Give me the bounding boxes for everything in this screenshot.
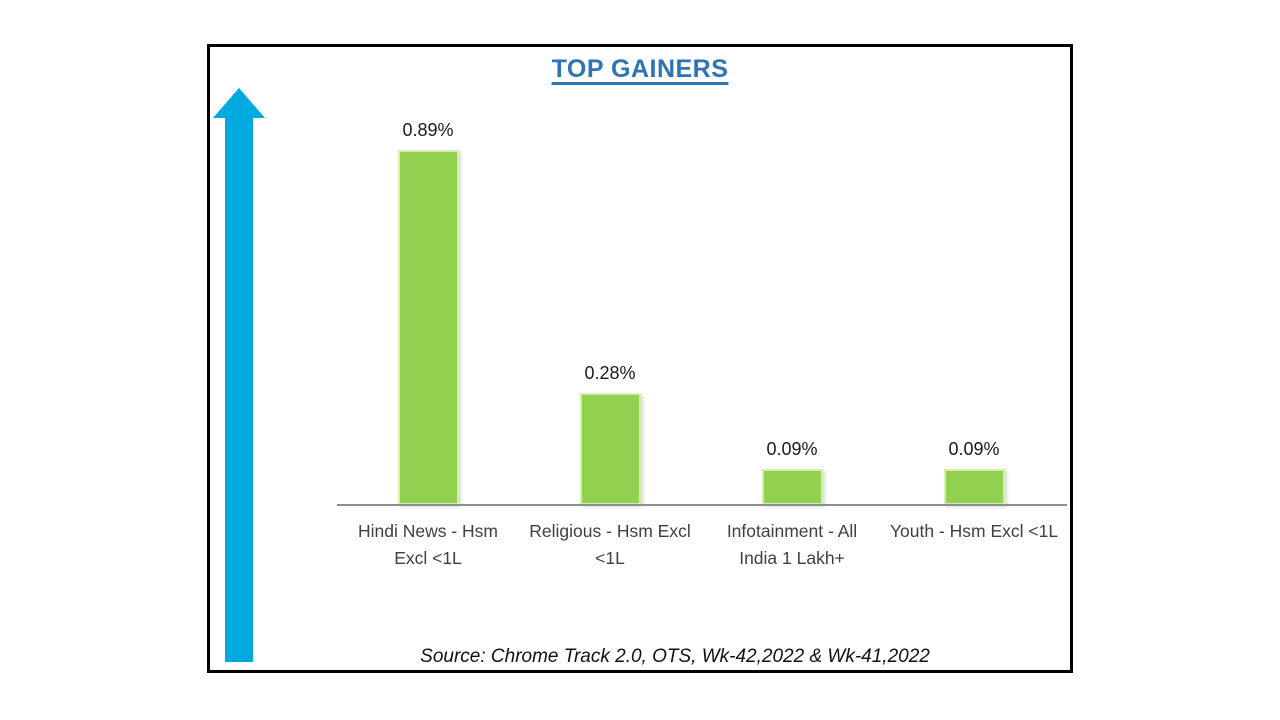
category-label: Youth - Hsm Excl <1L: [883, 518, 1065, 572]
category-label-line: Hindi News - Hsm: [357, 521, 499, 541]
category-label-line: Youth - Hsm Excl <1L: [889, 521, 1059, 541]
source-note: Source: Chrome Track 2.0, OTS, Wk-42,202…: [420, 646, 930, 667]
category-label-line: Excl <1L: [394, 548, 462, 568]
category-label-line: Religious - Hsm Excl: [529, 521, 691, 541]
category-label: Religious - Hsm Excl <1L: [519, 518, 701, 572]
bar-value-label: 0.09%: [948, 439, 1000, 459]
category-label-line: India 1 Lakh+: [739, 548, 845, 568]
category-label: Infotainment - All India 1 Lakh+: [701, 518, 883, 572]
bar-column: 0.09%: [883, 47, 1065, 505]
bar-column: 0.28%: [519, 47, 701, 505]
bar: [943, 469, 1005, 505]
bar: [579, 393, 641, 505]
bar-column: 0.89%: [337, 47, 519, 505]
category-label-line: Infotainment - All: [726, 521, 858, 541]
category-axis-labels: Hindi News - Hsm Excl <1L Religious - Hsm …: [337, 518, 1065, 572]
bar: [397, 150, 459, 505]
chart-title: TOP GAINERS: [551, 55, 729, 83]
category-label: Hindi News - Hsm Excl <1L: [337, 518, 519, 572]
chart-frame: TOP GAINERS 0.89% 0.28% 0.09% 0.09% Hindi N…: [207, 44, 1073, 673]
bar-column: 0.09%: [701, 47, 883, 505]
bar-value-label: 0.09%: [766, 439, 818, 459]
bar-value-label: 0.28%: [584, 363, 636, 383]
bar-value-label: 0.89%: [402, 120, 454, 140]
up-arrow-head: [213, 88, 265, 118]
plot-area: 0.89% 0.28% 0.09% 0.09%: [337, 47, 1065, 505]
category-label-line: <1L: [595, 548, 625, 568]
up-arrow-shaft: [225, 116, 253, 662]
bar: [761, 469, 823, 505]
x-axis-line: [337, 504, 1067, 506]
